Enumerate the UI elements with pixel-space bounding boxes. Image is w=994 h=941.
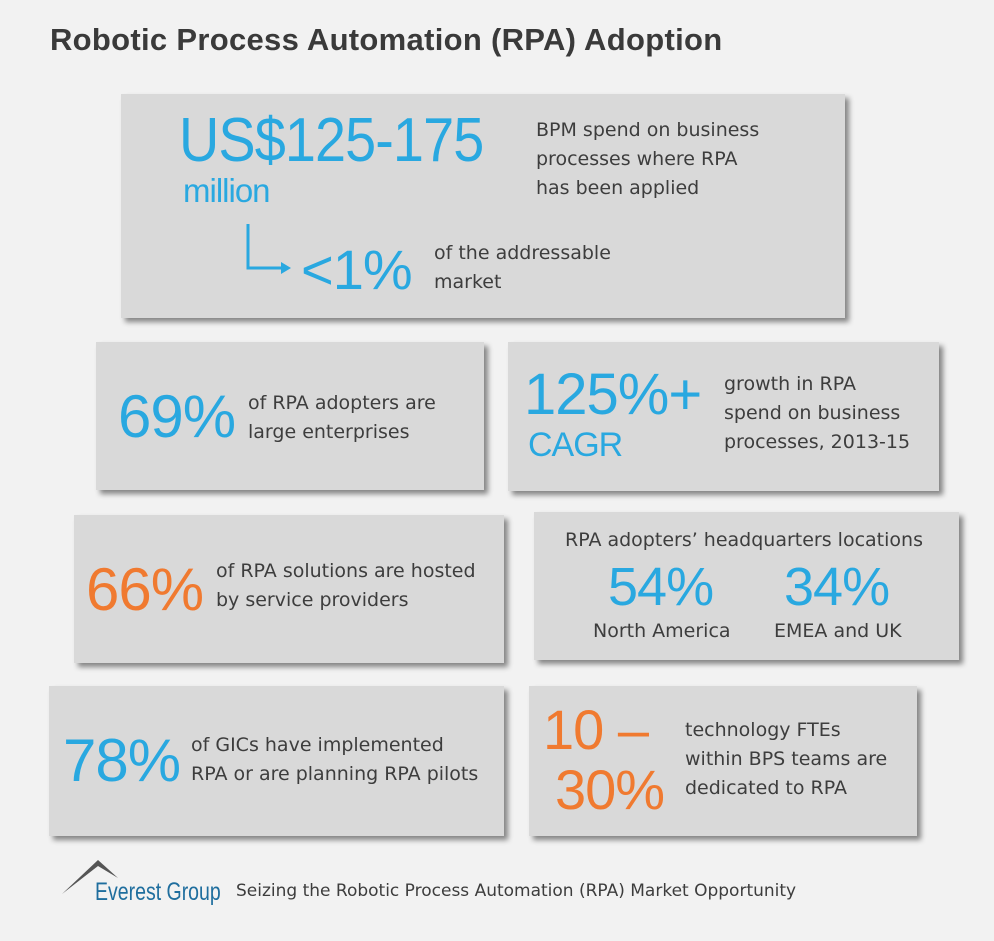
desc-line: growth in RPA: [724, 373, 856, 395]
spend-card: US$125-175 million BPM spend on business…: [121, 94, 845, 318]
desc-line: of RPA adopters are: [248, 392, 436, 414]
hq-card: RPA adopters’ headquarters locations 54%…: [534, 512, 959, 660]
hosted-description: of RPA solutions are hosted by service p…: [216, 557, 476, 615]
growth-unit: CAGR: [528, 426, 623, 464]
hq-region-label: North America: [593, 620, 731, 642]
ftes-value-line: 10 –: [543, 698, 649, 761]
desc-line: of GICs have implemented: [191, 734, 444, 756]
spend-value: US$125-175: [179, 106, 484, 175]
hq-heading: RPA adopters’ headquarters locations: [565, 529, 923, 551]
desc-line: of RPA solutions are hosted: [216, 560, 476, 582]
spend-unit: million: [183, 172, 271, 209]
market-share-value: <1%: [301, 238, 413, 301]
spend-description: BPM spend on business processes where RP…: [536, 116, 759, 203]
desc-line: by service providers: [216, 589, 409, 611]
gics-card: 78% of GICs have implemented RPA or are …: [49, 686, 504, 836]
desc-line: RPA or are planning RPA pilots: [191, 763, 479, 785]
desc-line: large enterprises: [248, 421, 410, 443]
enterprises-description: of RPA adopters are large enterprises: [248, 389, 436, 447]
hosted-value: 66%: [86, 556, 204, 623]
desc-line: of the addressable: [434, 242, 611, 264]
enterprises-value: 69%: [118, 383, 236, 450]
market-share-description: of the addressable market: [434, 239, 611, 297]
growth-card: 125%+ CAGR growth in RPA spend on busine…: [508, 342, 939, 491]
source-title: Seizing the Robotic Process Automation (…: [236, 881, 797, 901]
growth-value: 125%+: [524, 362, 702, 427]
ftes-description: technology FTEs within BPS teams are ded…: [685, 716, 887, 803]
desc-line: within BPS teams are: [685, 748, 888, 770]
everest-logo-mountain-icon: [62, 860, 118, 894]
desc-line: processes, 2013-15: [724, 431, 911, 453]
hq-region-value: 34%: [784, 557, 890, 617]
hosted-card: 66% of RPA solutions are hosted by servi…: [74, 515, 504, 663]
desc-line: BPM spend on business: [536, 119, 760, 141]
desc-line: dedicated to RPA: [685, 777, 847, 799]
page-title: Robotic Process Automation (RPA) Adoptio…: [50, 22, 723, 57]
hq-region-label: EMEA and UK: [774, 620, 902, 642]
hq-region-value: 54%: [608, 557, 714, 617]
gics-value: 78%: [63, 727, 181, 794]
ftes-value: 10 – 30%: [543, 698, 665, 821]
ftes-value-line: 30%: [555, 758, 665, 821]
desc-line: spend on business: [724, 402, 901, 424]
desc-line: market: [434, 271, 502, 293]
arrow-down-right-icon: [246, 224, 291, 274]
brand-logo: Everest Group: [95, 878, 221, 906]
desc-line: technology FTEs: [685, 719, 841, 741]
growth-description: growth in RPA spend on business processe…: [724, 370, 910, 457]
desc-line: has been applied: [536, 177, 700, 199]
ftes-card: 10 – 30% technology FTEs within BPS team…: [529, 686, 917, 836]
enterprises-card: 69% of RPA adopters are large enterprise…: [96, 342, 484, 490]
desc-line: processes where RPA: [536, 148, 738, 170]
gics-description: of GICs have implemented RPA or are plan…: [191, 731, 478, 789]
